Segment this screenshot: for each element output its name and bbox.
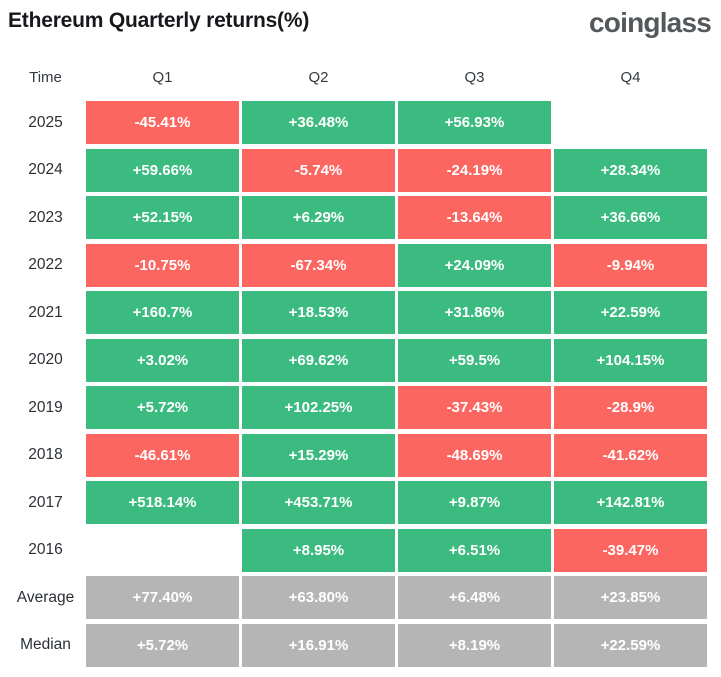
returns-table-body: 2025 -45.41% +36.48% +56.93% 2024 +59.66% -5.7… xyxy=(0,101,721,667)
cell-2020-q1: +3.02% xyxy=(86,338,239,382)
cell-2017-q1: +518.14% xyxy=(86,481,239,524)
row-label-average: Average xyxy=(16,588,75,606)
cell-median-q4: +22.59% xyxy=(554,623,707,667)
cell-median-q3: +8.19% xyxy=(398,623,551,667)
cell-average-q2: +63.80% xyxy=(242,576,395,619)
column-header-q1: Q1 xyxy=(152,68,173,86)
cell-2024-q1: +59.66% xyxy=(86,148,239,192)
cell-2018-q2: +15.29% xyxy=(242,433,395,477)
row-label-2025: 2025 xyxy=(28,113,63,131)
cell-median-q2: +16.91% xyxy=(242,623,395,667)
cell-2018-q3: -48.69% xyxy=(398,433,551,477)
cell-median-q1: +5.72% xyxy=(86,623,239,667)
cell-2020-q2: +69.62% xyxy=(242,338,395,382)
cell-2016-q1 xyxy=(86,529,239,572)
cell-2022-q1: -10.75% xyxy=(86,243,239,287)
coinglass-logo: coinglass xyxy=(589,7,712,38)
cell-2025-q4 xyxy=(554,101,707,144)
cell-2019-q1: +5.72% xyxy=(86,386,239,429)
row-label-2018: 2018 xyxy=(28,446,63,463)
cell-average-q4: +23.85% xyxy=(554,576,707,619)
row-label-median: Median xyxy=(20,636,71,653)
cell-2022-q2: -67.34% xyxy=(242,243,395,287)
row-label-2022: 2022 xyxy=(28,256,63,273)
cell-2021-q2: +18.53% xyxy=(242,291,395,334)
cell-average-q3: +6.48% xyxy=(398,576,551,619)
cell-2020-q4: +104.15% xyxy=(554,338,707,382)
cell-2024-q3: -24.19% xyxy=(398,148,551,192)
cell-2021-q3: +31.86% xyxy=(398,291,551,334)
cell-2025-q2: +36.48% xyxy=(242,101,395,144)
column-header-q2: Q2 xyxy=(308,68,329,86)
cell-average-q1: +77.40% xyxy=(86,576,239,619)
column-header-q3: Q3 xyxy=(464,68,485,86)
cell-2023-q3: -13.64% xyxy=(398,196,551,239)
cell-2022-q3: +24.09% xyxy=(398,243,551,287)
row-label-2021: 2021 xyxy=(28,303,63,321)
cell-2017-q3: +9.87% xyxy=(398,481,551,524)
column-header-time: Time xyxy=(29,68,62,86)
cell-2019-q3: -37.43% xyxy=(398,386,551,429)
cell-2017-q4: +142.81% xyxy=(554,481,707,524)
cell-2017-q2: +453.71% xyxy=(242,481,395,524)
cell-2020-q3: +59.5% xyxy=(398,338,551,382)
cell-2019-q4: -28.9% xyxy=(554,386,707,429)
cell-2016-q2: +8.95% xyxy=(242,528,395,572)
cell-2024-q2: -5.74% xyxy=(242,148,395,192)
cell-2019-q2: +102.25% xyxy=(242,386,395,429)
cell-2018-q1: -46.61% xyxy=(86,433,239,477)
cell-2021-q1: +160.7% xyxy=(86,291,239,334)
row-label-2017: 2017 xyxy=(28,493,63,511)
cell-2024-q4: +28.34% xyxy=(554,148,707,192)
page-title: Ethereum Quarterly returns(%) xyxy=(8,9,310,32)
cell-2025-q1: -45.41% xyxy=(86,101,239,144)
cell-2016-q3: +6.51% xyxy=(398,528,551,572)
row-label-2019: 2019 xyxy=(28,398,63,416)
row-label-2016: 2016 xyxy=(28,541,63,558)
table-header-row: Time Q1 Q2 Q3 Q4 xyxy=(0,66,721,88)
cell-2023-q2: +6.29% xyxy=(242,196,395,239)
cell-2021-q4: +22.59% xyxy=(554,291,707,334)
cell-2023-q1: +52.15% xyxy=(86,196,239,239)
cell-2016-q4: -39.47% xyxy=(554,528,707,572)
cell-2018-q4: -41.62% xyxy=(554,433,707,477)
row-label-2024: 2024 xyxy=(28,161,63,178)
cell-2025-q3: +56.93% xyxy=(398,101,551,144)
topbar: Ethereum Quarterly returns(%) coinglass xyxy=(0,0,721,50)
cell-2022-q4: -9.94% xyxy=(554,243,707,287)
row-label-2020: 2020 xyxy=(28,351,63,368)
row-label-2023: 2023 xyxy=(28,208,63,226)
cell-2023-q4: +36.66% xyxy=(554,196,707,239)
column-header-q4: Q4 xyxy=(620,68,641,86)
